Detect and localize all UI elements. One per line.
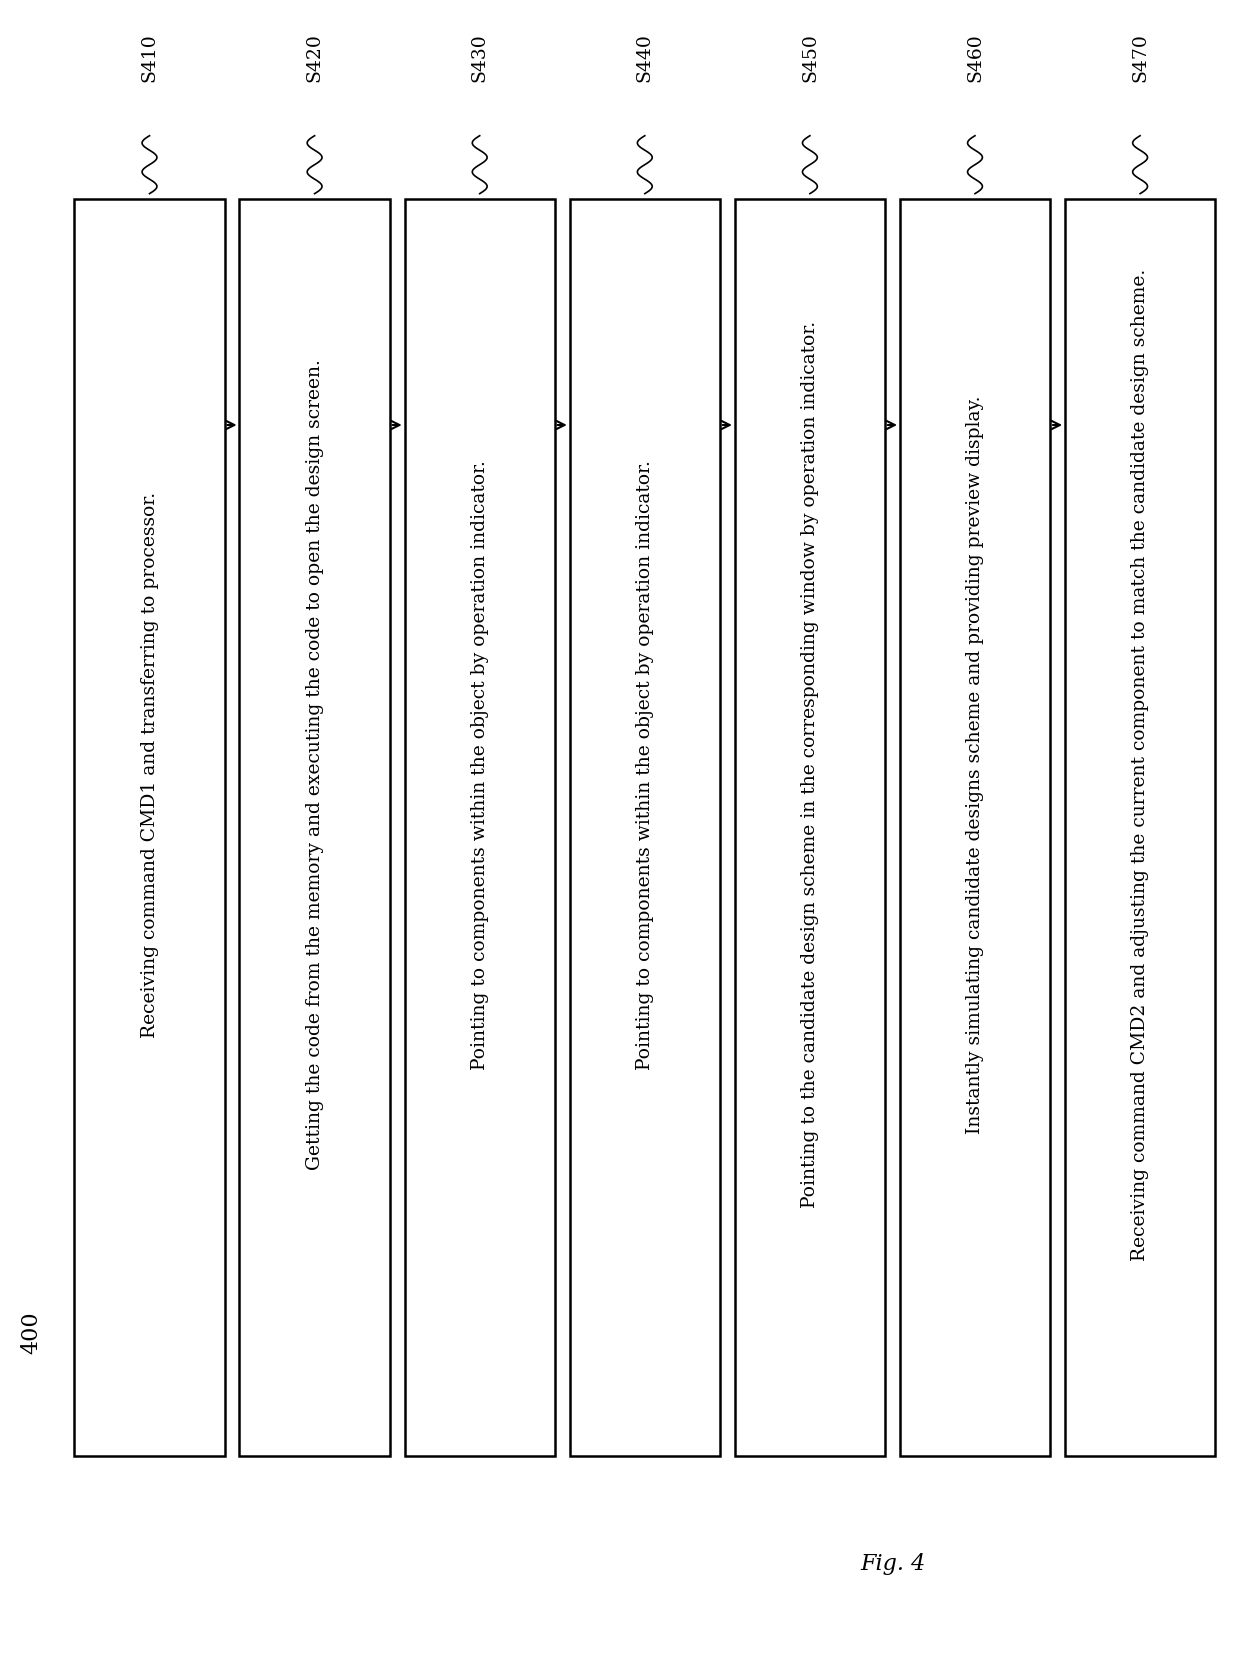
Bar — [900, 199, 1050, 1456]
Text: S440: S440 — [636, 33, 653, 83]
Bar — [1065, 199, 1215, 1456]
Text: S410: S410 — [140, 33, 159, 83]
Bar — [735, 199, 885, 1456]
Text: Instantly simulating candidate designs scheme and providing preview display.: Instantly simulating candidate designs s… — [966, 396, 985, 1134]
Text: Fig. 4: Fig. 4 — [861, 1552, 925, 1576]
Text: Getting the code from the memory and executing the code to open the design scree: Getting the code from the memory and exe… — [305, 359, 324, 1170]
Text: Pointing to the candidate design scheme in the corresponding window by operation: Pointing to the candidate design scheme … — [801, 321, 818, 1208]
Bar — [569, 199, 720, 1456]
Text: S420: S420 — [305, 33, 324, 83]
Text: S450: S450 — [801, 33, 818, 83]
Bar — [74, 199, 224, 1456]
Text: Pointing to components within the object by operation indicator.: Pointing to components within the object… — [471, 460, 489, 1069]
Bar — [404, 199, 554, 1456]
Bar — [239, 199, 389, 1456]
Text: S460: S460 — [966, 33, 985, 83]
Text: Pointing to components within the object by operation indicator.: Pointing to components within the object… — [636, 460, 653, 1069]
Text: S430: S430 — [471, 33, 489, 83]
Text: Receiving command CMD2 and adjusting the current component to match the candidat: Receiving command CMD2 and adjusting the… — [1131, 268, 1149, 1261]
Text: S470: S470 — [1131, 33, 1149, 83]
Text: Receiving command CMD1 and transferring to processor.: Receiving command CMD1 and transferring … — [140, 492, 159, 1038]
Text: 400: 400 — [20, 1311, 42, 1354]
